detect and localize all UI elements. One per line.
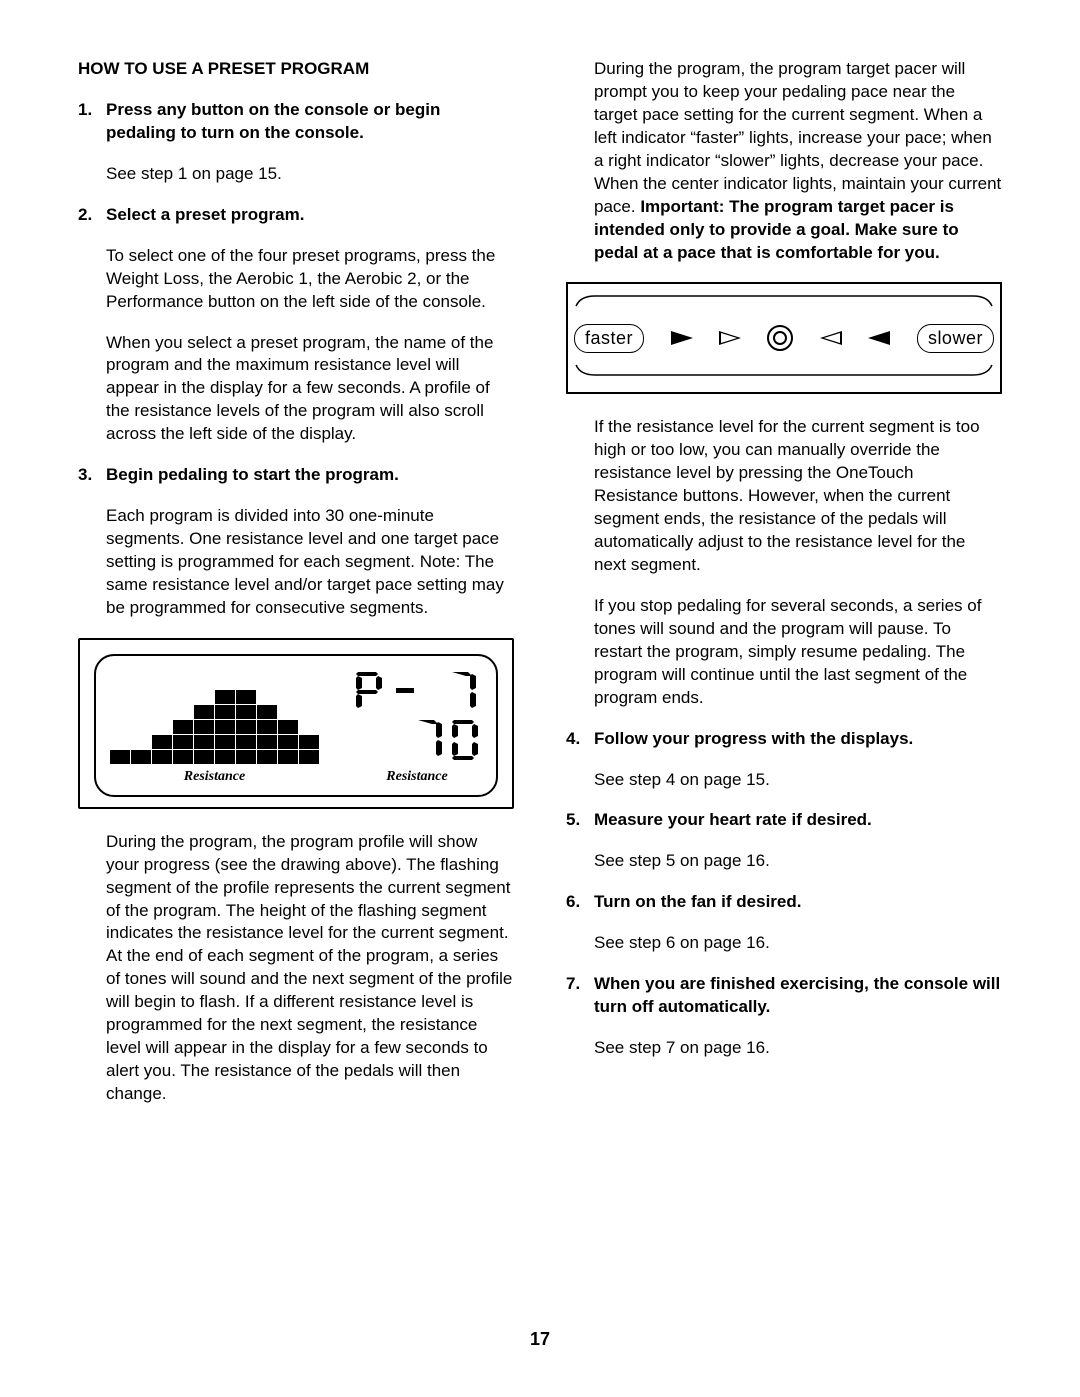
step-number: 1. [78,99,106,145]
step-heading: Select a preset program. [106,204,514,227]
left-column: HOW TO USE A PRESET PROGRAM 1. Press any… [78,58,514,1124]
cont-para-1b: Important: The program target pacer is i… [594,197,959,262]
step-1: 1. Press any button on the console or be… [78,99,514,145]
section-title: HOW TO USE A PRESET PROGRAM [78,58,514,81]
arrow-left-solid-icon [868,331,890,345]
arrow-right-solid-icon [671,331,693,345]
cont-para-1: During the program, the program target p… [594,58,1002,264]
step-number: 2. [78,204,106,227]
step-3-para-1: Each program is divided into 30 one-minu… [106,505,514,620]
pacer-diagram: faster slower [566,282,1002,394]
step-number: 6. [566,891,594,914]
step-3: 3. Begin pedaling to start the program. [78,464,514,487]
step-1-para: See step 1 on page 15. [106,163,514,186]
pacer-slower-label: slower [917,324,994,353]
digit-top-svg [352,670,482,714]
cont-para-1a: During the program, the program target p… [594,59,1001,216]
resistance-label-right: Resistance [352,768,482,787]
step-heading: When you are finished exercising, the co… [594,973,1002,1019]
step-2-para-1: To select one of the four preset program… [106,245,514,314]
pacer-faster-label: faster [574,324,644,353]
step-3-para-2: During the program, the program profile … [106,831,514,1106]
step-number: 7. [566,973,594,1019]
step-4: 4. Follow your progress with the display… [566,728,1002,751]
step-heading: Press any button on the console or begin… [106,99,514,145]
step-6: 6. Turn on the fan if desired. [566,891,1002,914]
resistance-label-left: Resistance [110,768,319,787]
arrow-left-hollow-icon [820,331,842,345]
pacer-bottom-curve [574,363,994,377]
arrow-right-hollow-icon [719,331,741,345]
page-number: 17 [0,1327,1080,1351]
cont-para-3: If you stop pedaling for several seconds… [594,595,1002,710]
right-column: During the program, the program target p… [566,58,1002,1124]
step-heading: Begin pedaling to start the program. [106,464,514,487]
step-heading: Follow your progress with the displays. [594,728,1002,751]
step-number: 3. [78,464,106,487]
step-number: 5. [566,809,594,832]
resistance-profile: Resistance [110,672,319,787]
step-number: 4. [566,728,594,751]
step-6-para: See step 6 on page 16. [594,932,1002,955]
step-5-para: See step 5 on page 16. [594,850,1002,873]
step-heading: Measure your heart rate if desired. [594,809,1002,832]
step-7: 7. When you are finished exercising, the… [566,973,1002,1019]
two-column-layout: HOW TO USE A PRESET PROGRAM 1. Press any… [78,58,1002,1124]
step-7-para: See step 7 on page 16. [594,1037,1002,1060]
pacer-top-curve [574,294,994,308]
step-4-para: See step 4 on page 15. [594,769,1002,792]
step-heading: Turn on the fan if desired. [594,891,1002,914]
step-2-para-2: When you select a preset program, the na… [106,332,514,447]
cont-para-2: If the resistance level for the current … [594,416,1002,577]
step-2: 2. Select a preset program. [78,204,514,227]
digit-bottom-svg [352,716,482,762]
lcd-digits: Resistance [329,670,482,787]
center-indicator-icon [767,325,793,351]
step-5: 5. Measure your heart rate if desired. [566,809,1002,832]
lcd-display-diagram: Resistance [78,638,514,809]
